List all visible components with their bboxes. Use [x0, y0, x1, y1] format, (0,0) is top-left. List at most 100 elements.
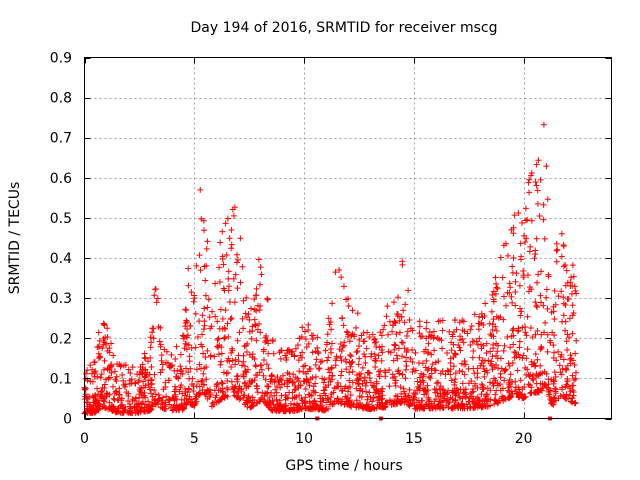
data-point	[243, 294, 250, 301]
data-point	[546, 337, 553, 344]
data-point	[333, 353, 340, 360]
data-point	[572, 350, 579, 357]
data-point	[239, 315, 246, 322]
data-point	[227, 316, 234, 323]
data-point	[325, 354, 332, 361]
data-point	[498, 365, 505, 372]
data-point	[199, 312, 206, 319]
data-point	[185, 265, 192, 272]
data-point	[238, 386, 245, 393]
data-point	[219, 325, 226, 332]
data-point	[240, 297, 247, 304]
data-point	[411, 396, 418, 403]
data-point	[525, 179, 532, 186]
data-point	[222, 307, 229, 314]
data-point	[465, 380, 472, 387]
data-point	[125, 398, 132, 405]
data-point	[177, 363, 184, 370]
data-point	[207, 352, 214, 359]
data-point	[106, 391, 113, 398]
data-point	[119, 371, 126, 378]
data-point	[541, 235, 548, 242]
data-point	[336, 346, 343, 353]
data-point	[537, 292, 544, 299]
data-point	[325, 375, 332, 382]
data-point	[416, 330, 423, 337]
data-point	[394, 355, 401, 362]
data-point	[246, 377, 253, 384]
data-point	[357, 385, 364, 392]
data-point	[376, 373, 383, 380]
data-point	[448, 347, 455, 354]
data-point	[533, 302, 540, 309]
data-point	[269, 337, 276, 344]
data-point	[306, 391, 313, 398]
data-point	[179, 332, 186, 339]
data-point	[497, 370, 504, 377]
data-point	[532, 299, 539, 306]
data-point	[293, 407, 300, 414]
data-point	[504, 333, 511, 340]
data-point	[211, 353, 218, 360]
data-point	[257, 264, 264, 271]
data-point	[534, 327, 541, 334]
data-point	[523, 332, 530, 339]
data-point	[147, 386, 154, 393]
data-point	[129, 396, 136, 403]
data-point	[379, 343, 386, 350]
data-point	[254, 389, 261, 396]
data-point	[92, 401, 99, 408]
data-point	[253, 285, 260, 292]
y-tick-label: 0.8	[50, 91, 72, 107]
data-point	[406, 386, 413, 393]
data-point	[461, 328, 468, 335]
data-point	[429, 404, 436, 411]
data-point	[216, 397, 223, 404]
data-point	[396, 329, 403, 336]
data-point	[512, 378, 519, 385]
data-point	[273, 383, 280, 390]
data-point	[336, 267, 343, 274]
data-point	[557, 369, 564, 376]
data-point	[182, 340, 189, 347]
data-point	[492, 397, 499, 404]
data-point	[348, 360, 355, 367]
data-point	[392, 382, 399, 389]
data-point	[430, 335, 437, 342]
data-point	[242, 342, 249, 349]
data-point	[550, 355, 557, 362]
data-point	[220, 261, 227, 268]
data-point	[515, 327, 522, 334]
data-point	[377, 367, 384, 374]
data-point	[366, 389, 373, 396]
data-point	[219, 380, 226, 387]
data-point	[545, 271, 552, 278]
data-point	[385, 331, 392, 338]
data-point	[391, 341, 398, 348]
data-point	[337, 383, 344, 390]
data-point	[447, 355, 454, 362]
data-point	[474, 384, 481, 391]
data-point	[281, 380, 288, 387]
data-point	[405, 392, 412, 399]
data-point	[467, 326, 474, 333]
data-point	[549, 329, 556, 336]
data-point	[188, 289, 195, 296]
data-point	[96, 395, 103, 402]
data-point	[375, 368, 382, 375]
data-point	[199, 377, 206, 384]
data-point	[147, 354, 154, 361]
x-tick-label: 5	[190, 431, 199, 447]
data-point	[171, 383, 178, 390]
data-point	[104, 325, 111, 332]
data-point	[251, 296, 258, 303]
data-point	[286, 389, 293, 396]
data-point	[200, 326, 207, 333]
data-point	[340, 283, 347, 290]
data-point	[493, 284, 500, 291]
data-point	[310, 332, 317, 339]
data-point	[509, 269, 516, 276]
data-point	[337, 398, 344, 405]
data-point	[215, 351, 222, 358]
data-point	[329, 373, 336, 380]
